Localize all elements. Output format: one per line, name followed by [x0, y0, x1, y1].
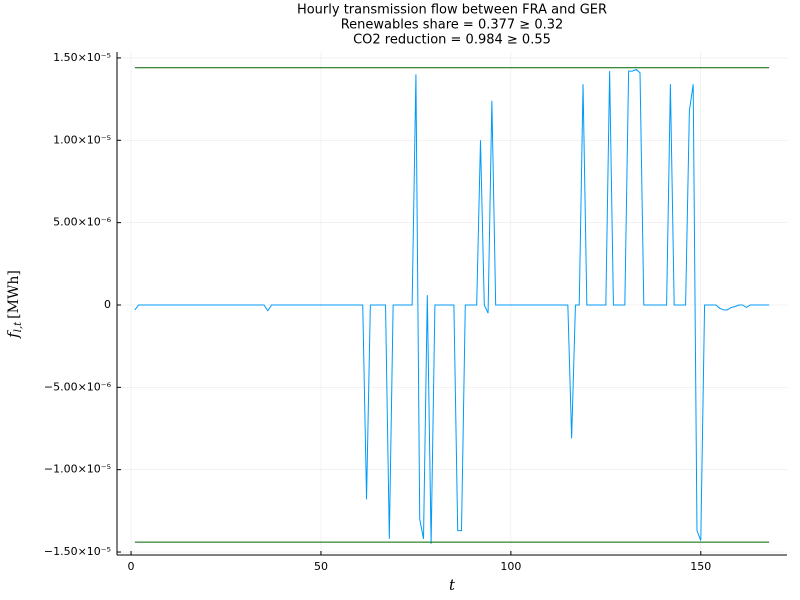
chart-title: Hourly transmission flow between FRA and… — [297, 3, 607, 18]
y-label-symbol: f — [4, 330, 22, 339]
y-axis-label-text: fl,t [MWh] — [4, 270, 24, 339]
x-tick-label: 100 — [500, 560, 521, 573]
y-tick-label: 0 — [104, 298, 111, 311]
series-line — [134, 68, 770, 544]
x-tick-label: 50 — [314, 560, 328, 573]
chart-title: Renewables share = 0.377 ≥ 0.32 — [341, 18, 564, 33]
y-tick-label: −1.50×10⁻⁵ — [44, 545, 111, 558]
chart-title: CO2 reduction = 0.984 ≥ 0.55 — [353, 33, 551, 48]
x-axis-label: t — [449, 576, 456, 594]
y-tick-label: −5.00×10⁻⁶ — [44, 380, 112, 393]
y-label-unit: [MWh] — [6, 270, 22, 319]
x-tick-label: 150 — [690, 560, 711, 573]
y-tick-label: 1.50×10⁻⁵ — [53, 51, 111, 64]
y-tick-label: 1.00×10⁻⁵ — [53, 133, 111, 146]
y-tick-label: 5.00×10⁻⁶ — [53, 216, 112, 229]
y-label-subscript: l,t — [13, 321, 24, 332]
x-tick-label: 0 — [128, 560, 135, 573]
y-axis-label: fl,t [MWh] — [4, 270, 24, 339]
y-tick-label: −1.00×10⁻⁵ — [44, 463, 111, 476]
